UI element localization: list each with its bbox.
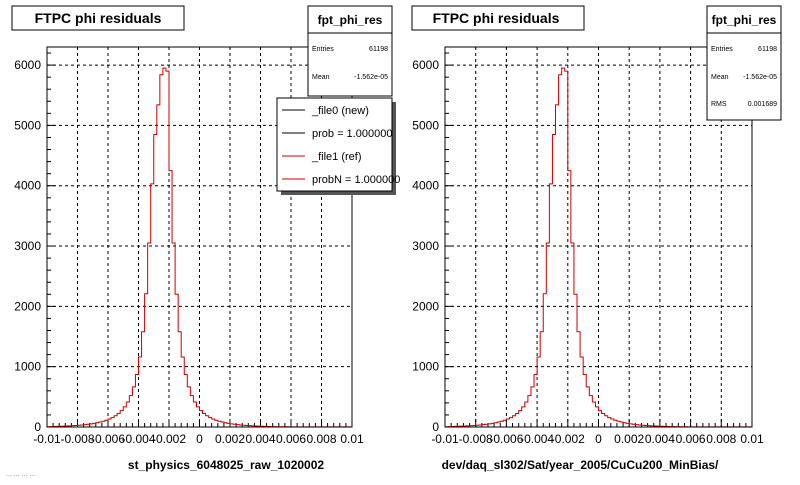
y-tick-label: 6000 bbox=[412, 58, 439, 72]
x-tick-label: -0.004 bbox=[121, 432, 155, 446]
stats-value-entries-left: 61198 bbox=[369, 46, 388, 53]
legend-entry-file0: _file0 (new) bbox=[311, 105, 369, 117]
legend-entry-prob: prob = 1.000000 bbox=[312, 128, 392, 140]
y-tick-label: 4000 bbox=[412, 179, 439, 193]
x-tick-label: -0.006 bbox=[91, 432, 125, 446]
x-tick-label: -0.01 bbox=[33, 432, 61, 446]
plot-border-right bbox=[444, 46, 753, 428]
stats-value-mean-right: -1.562e-05 bbox=[743, 74, 777, 81]
y-tick-label: 0 bbox=[432, 420, 439, 434]
x-tick-label: -0.004 bbox=[520, 432, 554, 446]
plot-border-left bbox=[46, 46, 353, 428]
stats-box-right: fpt_phi_res Entries 61198 Mean -1.562e-0… bbox=[706, 5, 782, 121]
y-tick-label: 4000 bbox=[14, 179, 41, 193]
stats-label-mean-right: Mean bbox=[711, 74, 729, 81]
x-tick-label: 0.006 bbox=[676, 432, 706, 446]
stats-value-mean-left: -1.562e-05 bbox=[354, 74, 388, 81]
x-tick-label: 0.004 bbox=[245, 432, 275, 446]
x-tick-label: 0 bbox=[595, 432, 602, 446]
x-tick-label: 0.004 bbox=[645, 432, 675, 446]
title-box-left: FTPC phi residuals bbox=[11, 5, 185, 31]
stats-label-rms-right: RMS bbox=[711, 101, 727, 108]
footer-text: ... ... ... ... bbox=[6, 471, 35, 478]
x-tick-label: -0.002 bbox=[551, 432, 585, 446]
legend-left: _file0 (new) prob = 1.000000 _file1 (ref… bbox=[276, 97, 400, 195]
y-tick-label: 0 bbox=[34, 420, 41, 434]
stats-name-left: fpt_phi_res bbox=[318, 13, 383, 27]
xaxis-title-left: st_physics_6048025_raw_1020002 bbox=[128, 458, 324, 472]
y-tick-label: 3000 bbox=[14, 239, 41, 253]
panel-title-left: FTPC phi residuals bbox=[35, 10, 162, 26]
y-tick-label: 6000 bbox=[14, 58, 41, 72]
stats-name-right: fpt_phi_res bbox=[712, 13, 777, 27]
x-tick-label: 0.002 bbox=[614, 432, 644, 446]
x-tick-label: 0.01 bbox=[740, 432, 764, 446]
x-tick-label: -0.008 bbox=[60, 432, 94, 446]
y-tick-label: 3000 bbox=[412, 239, 439, 253]
stats-box-left: fpt_phi_res Entries 61198 Mean -1.562e-0… bbox=[307, 5, 393, 97]
plot-frame-right: -0.01 -0.008-0.006-0.004-0.002 0 0.002 0.004… bbox=[412, 46, 764, 446]
legend-entry-file1: _file1 (ref) bbox=[311, 151, 362, 163]
plot-area-right bbox=[445, 47, 752, 427]
x-tick-label: 0.002 bbox=[215, 432, 245, 446]
x-tick-label: 0.006 bbox=[276, 432, 306, 446]
xaxis-title-right: dev/daq_sl302/Sat/year_2005/CuCu200_MinB… bbox=[442, 458, 719, 472]
panel-title-right: FTPC phi residuals bbox=[433, 10, 560, 26]
x-tick-label: 0.01 bbox=[340, 432, 364, 446]
y-tick-label: 5000 bbox=[412, 118, 439, 132]
x-tick-label: -0.006 bbox=[489, 432, 523, 446]
x-tick-label: 0 bbox=[196, 432, 203, 446]
stats-value-rms-right: 0.001689 bbox=[748, 101, 777, 108]
x-tick-label: -0.01 bbox=[431, 432, 459, 446]
y-tick-label: 1000 bbox=[14, 360, 41, 374]
stats-value-entries-right: 61198 bbox=[758, 46, 777, 53]
panel-left: -0.01 -0.008-0.006-0.004-0.002 0 0.002 0.004… bbox=[11, 5, 400, 472]
x-tick-label: 0.008 bbox=[306, 432, 336, 446]
title-box-right: FTPC phi residuals bbox=[411, 5, 585, 31]
y-tick-label: 2000 bbox=[412, 299, 439, 313]
y-tick-label: 1000 bbox=[412, 360, 439, 374]
panel-right: -0.01 -0.008-0.006-0.004-0.002 0 0.002 0.004… bbox=[411, 5, 782, 472]
x-tick-label: -0.002 bbox=[152, 432, 186, 446]
stats-label-entries-left: Entries bbox=[312, 46, 334, 53]
y-tick-label: 2000 bbox=[14, 299, 41, 313]
legend-entry-probN: probN = 1.000000 bbox=[312, 174, 400, 186]
x-tick-label: -0.008 bbox=[459, 432, 493, 446]
y-tick-label: 5000 bbox=[14, 118, 41, 132]
stats-label-entries-right: Entries bbox=[711, 46, 733, 53]
stats-label-mean-left: Mean bbox=[312, 74, 330, 81]
x-tick-label: 0.008 bbox=[706, 432, 736, 446]
